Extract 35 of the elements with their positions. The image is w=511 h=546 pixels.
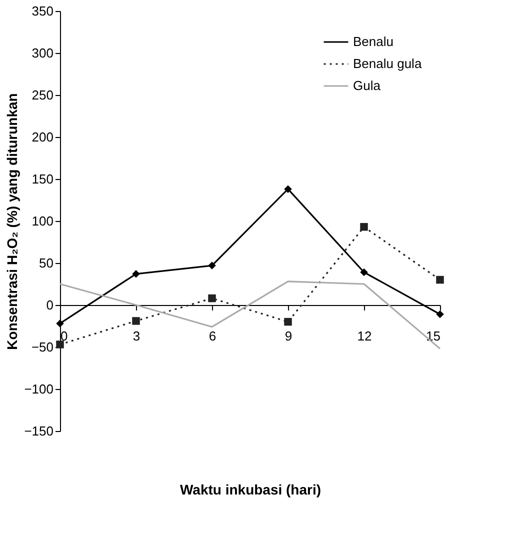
y-tick-label: 250 [32,88,54,102]
point [132,270,140,278]
legend-label: Benalu [353,34,394,49]
x-tick-label: 3 [132,328,140,344]
x-tick-label: 0 [60,328,68,344]
x-tick-label: 9 [284,328,292,344]
point [436,276,444,284]
y-tick-label: 50 [39,256,54,270]
x-tick-label: 6 [208,328,216,344]
point [56,340,64,348]
y-tick-label: −150 [24,424,54,438]
y-tick-label: −100 [24,382,54,396]
y-tick-label: −50 [31,340,54,354]
y-tick-label: 350 [32,4,54,18]
point [284,185,292,193]
y-tick-label: 0 [46,298,54,312]
point [208,262,216,270]
point [284,318,292,326]
point [208,294,216,302]
x-tick-label: 15 [426,328,440,344]
y-tick-label: 300 [32,46,54,60]
y-axis-title: Konsentrasi H₂O₂ (%) yang diturunkan [4,93,20,350]
point [360,223,368,231]
point [436,310,444,318]
line-series [59,280,441,350]
x-axis-title: Waktu inkubasi (hari) [180,482,322,498]
point [132,317,140,325]
point [360,268,368,276]
legend-label: Gula [353,78,382,93]
legend-label: Benalu gula [353,56,422,71]
y-tick-label: 100 [32,214,54,228]
y-tick-label: 200 [32,130,54,144]
x-tick-label: 12 [357,328,372,344]
y-tick-label: 150 [32,172,54,186]
point [56,320,64,328]
